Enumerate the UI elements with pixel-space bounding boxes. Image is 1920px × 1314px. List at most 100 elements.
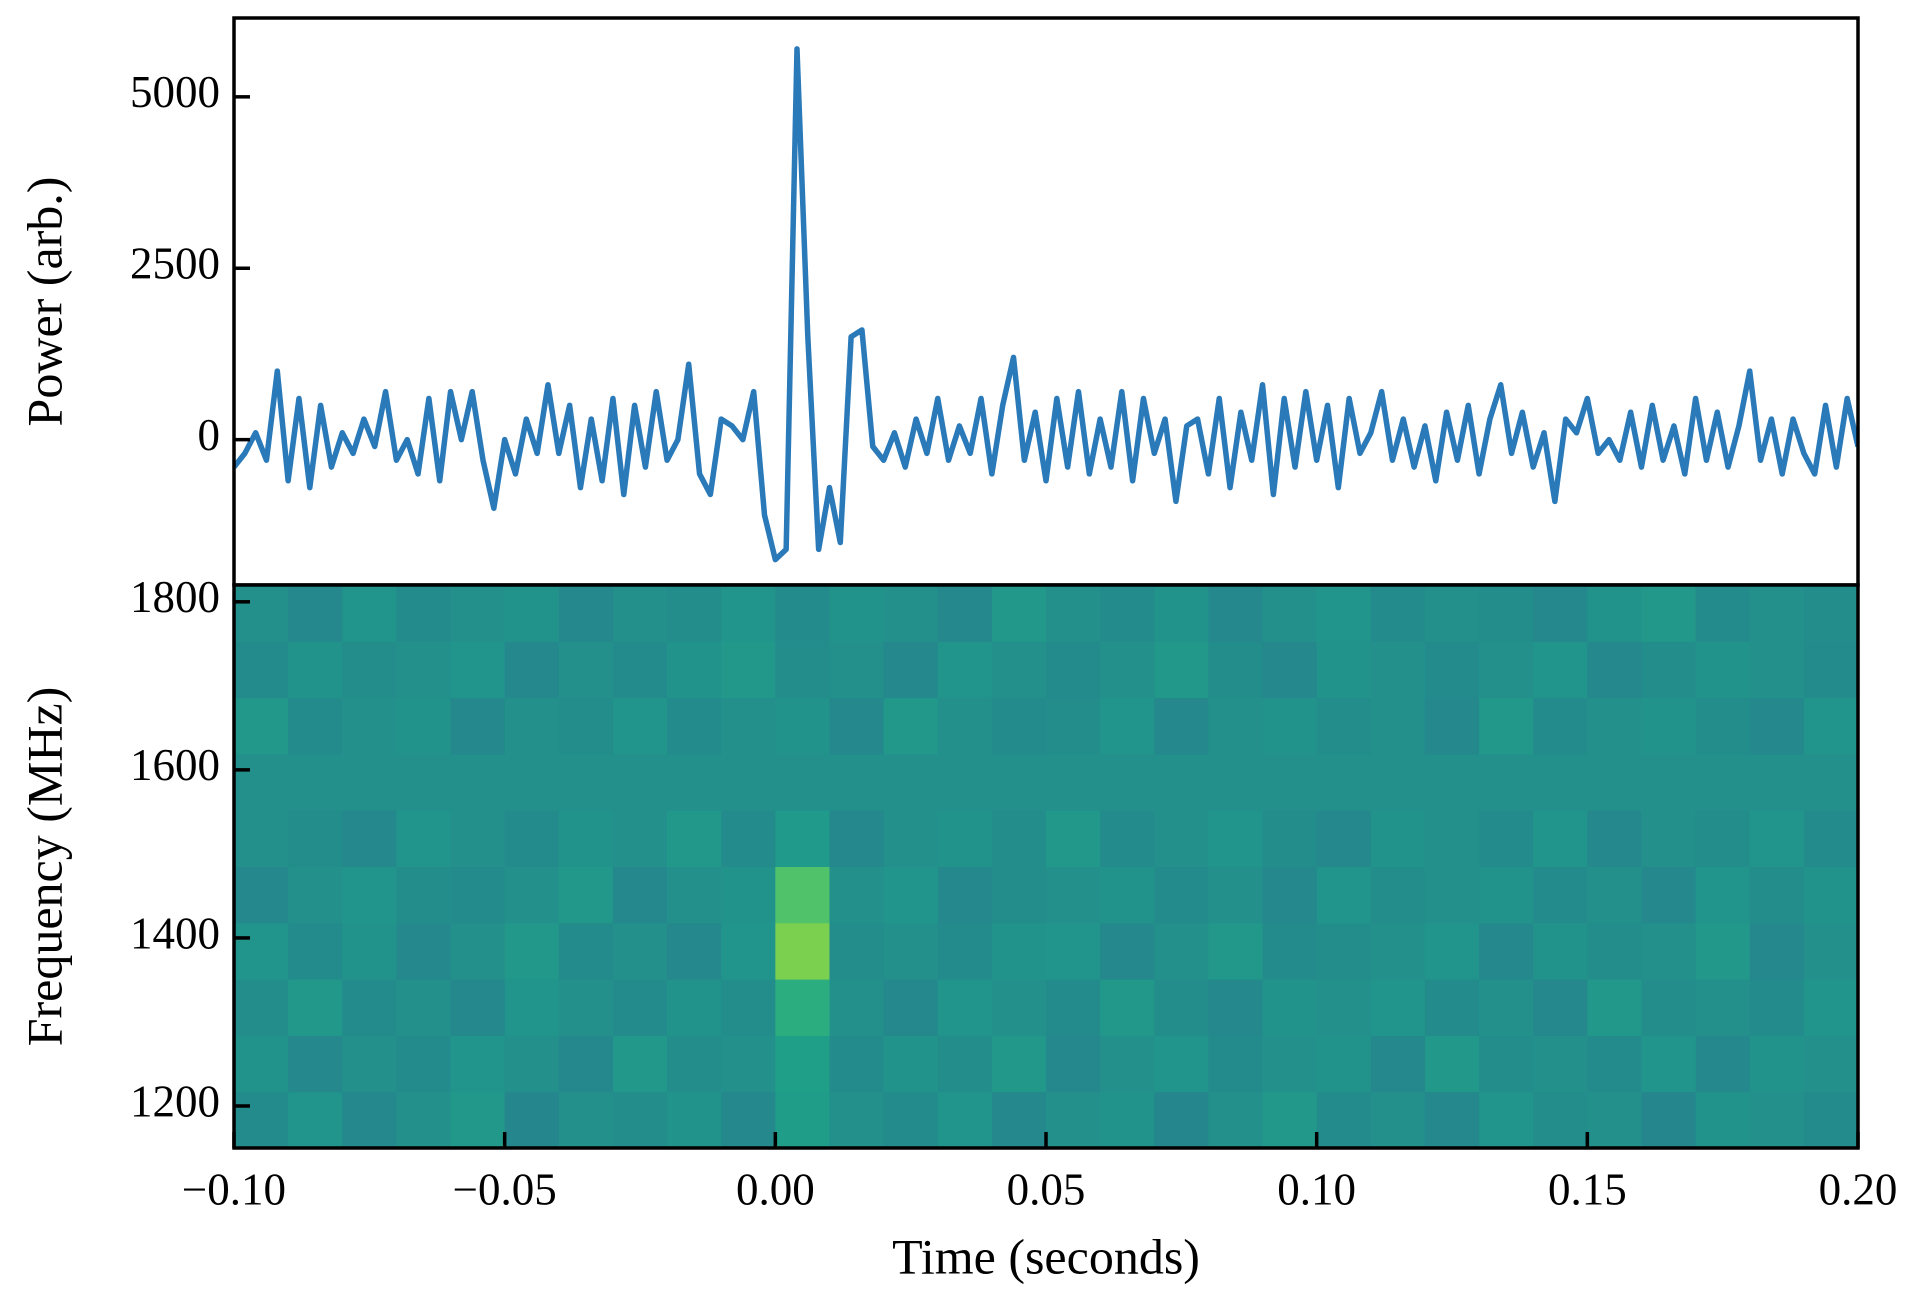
heat-cell	[1046, 810, 1101, 867]
heat-cell	[1100, 922, 1155, 980]
heat-cell	[1370, 585, 1426, 642]
heat-cell	[396, 753, 452, 811]
heat-cell	[1100, 1035, 1155, 1093]
heat-cell	[1803, 697, 1859, 755]
y-axis-label: Power (arb.)	[16, 177, 72, 427]
heat-cell	[883, 922, 939, 980]
heat-cell	[1154, 922, 1209, 980]
heat-cell	[1479, 810, 1534, 867]
heat-cell	[288, 979, 343, 1036]
heat-cell	[1208, 585, 1264, 642]
heat-cell	[883, 866, 939, 924]
heat-cell	[1154, 866, 1209, 924]
heat-cell	[558, 810, 614, 867]
heat-cell	[234, 1091, 289, 1149]
heat-cell	[450, 641, 506, 699]
heat-cell	[883, 1091, 939, 1149]
heat-cell	[1587, 753, 1642, 811]
heat-cell	[775, 922, 830, 980]
heat-cell	[1316, 866, 1372, 924]
heat-cell	[1587, 1091, 1642, 1149]
heat-cell	[1316, 641, 1372, 699]
heat-cell	[504, 1035, 560, 1093]
heat-cell	[1046, 979, 1101, 1036]
heat-cell	[1262, 866, 1318, 924]
heat-cell	[1695, 922, 1751, 980]
heat-cell	[558, 1091, 614, 1149]
heat-cell	[288, 1035, 343, 1093]
heat-cell	[1749, 753, 1805, 811]
heat-cell	[1154, 697, 1209, 755]
heat-cell	[1424, 810, 1480, 867]
heat-cell	[396, 810, 452, 867]
heat-cell	[342, 697, 397, 755]
heat-cell	[1046, 641, 1101, 699]
heat-cell	[1424, 922, 1480, 980]
heat-cell	[558, 753, 614, 811]
heat-cell	[1479, 585, 1534, 642]
heat-cell	[775, 1091, 830, 1149]
x-tick-label: 0.10	[1277, 1164, 1356, 1214]
heat-cell	[342, 922, 397, 980]
heat-cell	[1154, 753, 1209, 811]
heat-cell	[775, 979, 830, 1036]
heat-cell	[937, 1035, 993, 1093]
heat-cell	[342, 1091, 397, 1149]
heat-cell	[829, 697, 885, 755]
heat-cell	[1533, 922, 1588, 980]
heat-cell	[234, 641, 289, 699]
heat-cell	[1803, 641, 1859, 699]
heat-cell	[991, 979, 1047, 1036]
heat-cell	[721, 866, 776, 924]
heat-cell	[775, 641, 830, 699]
heat-cell	[1370, 753, 1426, 811]
heat-cell	[1370, 697, 1426, 755]
y-tick-label: 5000	[130, 67, 220, 117]
heat-cell	[450, 979, 506, 1036]
heat-cell	[504, 866, 560, 924]
x-tick-label: 0.00	[736, 1164, 815, 1214]
heat-cell	[504, 1091, 560, 1149]
heat-cell	[396, 979, 452, 1036]
heat-cell	[937, 922, 993, 980]
heat-cell	[1803, 585, 1859, 642]
heat-cell	[288, 641, 343, 699]
heat-cell	[775, 866, 830, 924]
heat-cell	[1587, 697, 1642, 755]
heat-cell	[1479, 697, 1534, 755]
heat-cell	[1641, 1091, 1697, 1149]
heat-cell	[937, 810, 993, 867]
x-tick-label: 0.15	[1548, 1164, 1627, 1214]
x-tick-label: 0.05	[1007, 1164, 1086, 1214]
heat-cell	[234, 585, 289, 642]
heat-cell	[1803, 922, 1859, 980]
heat-cell	[1154, 979, 1209, 1036]
heat-cell	[1533, 697, 1588, 755]
heat-cell	[1587, 1035, 1642, 1093]
heat-cell	[937, 979, 993, 1036]
heat-cell	[1316, 810, 1372, 867]
y-axis-label: Frequency (MHz)	[16, 687, 72, 1047]
heat-cell	[1208, 641, 1264, 699]
heat-cell	[1587, 810, 1642, 867]
heat-cell	[396, 585, 452, 642]
heat-cell	[667, 866, 722, 924]
heat-cell	[1533, 641, 1588, 699]
heat-cell	[883, 753, 939, 811]
heat-cell	[991, 1035, 1047, 1093]
heat-cell	[1641, 979, 1697, 1036]
heat-cell	[612, 810, 668, 867]
heat-cell	[504, 922, 560, 980]
heat-cell	[450, 697, 506, 755]
heat-cell	[1046, 585, 1101, 642]
panel: 0 2500 5000 Power (arb.)	[16, 16, 1860, 587]
heat-cell	[1641, 585, 1697, 642]
heat-cell	[342, 810, 397, 867]
heat-cell	[937, 641, 993, 699]
heat-cell	[1316, 1091, 1372, 1149]
heat-cell	[1641, 810, 1697, 867]
heat-cell	[1695, 641, 1751, 699]
heat-cell	[721, 1035, 776, 1093]
heat-cell	[504, 979, 560, 1036]
heat-cell	[396, 641, 452, 699]
